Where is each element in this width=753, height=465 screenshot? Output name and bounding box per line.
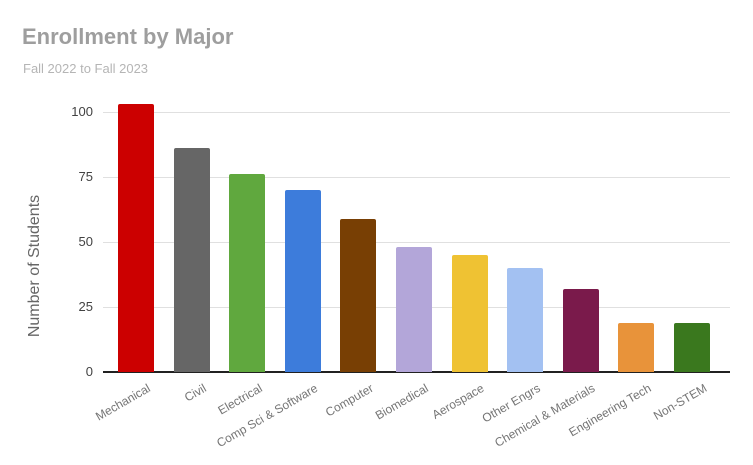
y-tick-label: 50 [78,234,93,249]
gridline [103,177,730,178]
y-axis-title: Number of Students [26,194,43,338]
bar-non-stem[interactable] [674,323,710,372]
bar-mechanical[interactable] [118,104,154,372]
bar-biomedical[interactable] [396,247,432,372]
chart-subtitle: Fall 2022 to Fall 2023 [23,61,149,76]
x-category-label-biomedical: Biomedical [373,381,431,423]
x-category-label-computer: Computer [322,381,376,420]
bar-chemical-materials[interactable] [563,289,599,372]
x-category-label-comp-sci-software: Comp Sci & Software [214,381,320,451]
x-category-label-chemical-materials: Chemical & Materials [492,381,598,450]
bar-computer[interactable] [340,219,376,372]
bar-aerospace[interactable] [452,255,488,372]
x-category-label-civil: Civil [181,381,209,405]
bar-engineering-tech[interactable] [618,323,654,372]
x-category-label-mechanical: Mechanical [93,381,153,424]
bar-other-engrs[interactable] [507,268,543,372]
x-category-label-non-stem: Non-STEM [650,381,709,423]
y-tick-label: 0 [85,364,93,379]
y-tick-label: 75 [78,169,93,184]
bar-electrical[interactable] [229,174,265,372]
x-category-label-aerospace: Aerospace [429,381,487,422]
gridline [103,242,730,243]
gridline [103,112,730,113]
y-tick-label: 25 [78,299,93,314]
x-axis-line [103,371,730,373]
bar-civil[interactable] [174,148,210,372]
chart-title: Enrollment by Major [22,24,234,49]
bar-comp-sci-software[interactable] [285,190,321,372]
y-tick-label: 100 [71,104,93,119]
